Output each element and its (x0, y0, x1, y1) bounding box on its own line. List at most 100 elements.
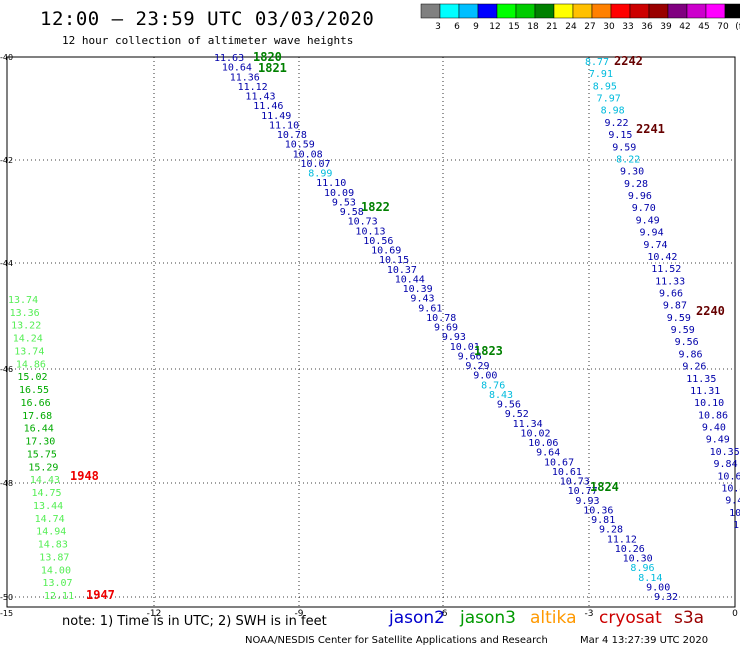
lat-tick-label: -50 (0, 593, 13, 602)
colorbar-label: 70 (717, 22, 729, 32)
jason2-wave-label: 8.14 (638, 573, 662, 584)
jason2-wave-label: 9.40 (702, 423, 726, 434)
jason2-wave-label: 10.45 (721, 483, 740, 494)
legend-jason3: jason3 (460, 608, 516, 628)
jason2-wave-label: 11.52 (651, 264, 681, 275)
jason2-wave-label: 8.22 (616, 154, 640, 165)
jason2-wave-label: 9.64 (536, 448, 560, 459)
jason3-wave-label: 14.75 (31, 488, 61, 499)
jason3-wave-label: 12.11 (44, 591, 74, 602)
colorbar-label: 21 (546, 22, 557, 32)
pass-time-label: 1823 (474, 344, 503, 358)
jason2-wave-label: 9.58 (340, 207, 364, 218)
pass-time-label: 2241 (636, 122, 665, 136)
jason2-wave-label: 10.39 (403, 284, 433, 295)
pass-time-label: 1821 (258, 61, 287, 75)
jason3-wave-label: 14.83 (38, 540, 68, 551)
jason2-wave-label: 9.70 (632, 203, 656, 214)
jason2-wave-label: 11.46 (253, 101, 283, 112)
jason2-wave-label: 10.37 (387, 265, 417, 276)
jason2-wave-label: 11 (733, 520, 740, 531)
jason2-wave-label: 10.02 (520, 428, 550, 439)
lat-tick-label: -46 (0, 365, 13, 374)
jason2-wave-label: 11.10 (316, 178, 346, 189)
jason2-wave-label: 9.56 (675, 337, 699, 348)
jason2-wave-label: 10.69 (371, 246, 401, 257)
jason2-wave-label: 10.26 (615, 544, 645, 555)
jason2-wave-label: 9.00 (473, 371, 497, 382)
page-title: 12:00 – 23:59 UTC 03/03/2020 (40, 8, 375, 30)
jason2-wave-label: 9.81 (591, 515, 615, 526)
jason2-wave-label: 11.63 (214, 53, 244, 64)
jason3-wave-label: 16.55 (19, 385, 49, 396)
colorbar-label: 27 (584, 22, 595, 32)
pass-time-label: 1947 (86, 588, 115, 602)
jason2-wave-label: 8.43 (489, 390, 513, 401)
jason2-wave-label: 10.78 (277, 130, 307, 141)
legend-jason2: jason2 (389, 608, 445, 628)
page-subtitle: 12 hour collection of altimeter wave hei… (62, 34, 354, 47)
jason3-wave-label: 13.22 (11, 321, 41, 332)
jason2-wave-label: 9.00 (646, 582, 670, 593)
colorbar-label: 42 (679, 22, 690, 32)
jason2-wave-label: 9.84 (714, 459, 738, 470)
jason2-wave-label: 10.36 (583, 505, 613, 516)
lon-tick-label: -3 (585, 609, 594, 619)
jason2-wave-label: 8.76 (481, 380, 505, 391)
lat-tick-label: -42 (0, 156, 13, 165)
jason2-wave-label: 9.30 (620, 167, 644, 178)
jason2-wave-label: 8.98 (601, 106, 625, 117)
jason2-wave-label: 7.97 (597, 94, 621, 105)
jason2-wave-label: 9.49 (706, 435, 730, 446)
jason2-wave-label: 10.67 (544, 457, 574, 468)
jason3-wave-label: 14.43 (30, 475, 60, 486)
colorbar-label: 18 (527, 22, 539, 32)
jason3-wave-label: 17.30 (25, 437, 55, 448)
jason2-wave-label: 10.35 (710, 447, 740, 458)
jason2-wave-label: 10.07 (300, 159, 330, 170)
jason3-wave-label: 13.36 (10, 308, 40, 319)
jason3-wave-label: 13.74 (8, 295, 38, 306)
jason2-wave-label: 9.52 (505, 409, 529, 420)
jason2-wave-label: 10.77 (568, 486, 598, 497)
pass-time-label: 1822 (361, 200, 390, 214)
jason2-wave-label: 9.66 (659, 289, 683, 300)
jason2-wave-label: 9.29 (465, 361, 489, 372)
jason2-wave-label: 9.96 (628, 191, 652, 202)
colorbar-label: 24 (565, 22, 577, 32)
jason2-wave-label: 10.15 (379, 255, 409, 266)
pass-time-label: 1824 (590, 480, 619, 494)
jason2-wave-label: 7.91 (589, 69, 613, 80)
jason3-wave-label: 13.74 (14, 346, 44, 357)
footer-credit: NOAA/NESDIS Center for Satellite Applica… (245, 635, 548, 646)
colorbar-label: 3 (435, 22, 441, 32)
colorbar-label: 33 (622, 22, 633, 32)
jason2-wave-label: 9.44 (725, 496, 740, 507)
legend-cryosat: cryosat (599, 608, 662, 628)
corner-label: -15 (0, 609, 13, 618)
jason2-wave-label: 9.74 (643, 240, 667, 251)
jason2-wave-label: 10.09 (324, 188, 354, 199)
jason2-wave-label: 9.66 (458, 351, 482, 362)
colorbar-label: 30 (603, 22, 615, 32)
lon-tick-label: -9 (295, 609, 304, 619)
jason2-wave-label: 9.15 (608, 130, 632, 141)
jason2-wave-label: 10.30 (623, 554, 653, 565)
jason2-wave-label: 10.13 (355, 226, 385, 237)
jason2-wave-label: 9.61 (418, 303, 442, 314)
jason2-wave-label: 11.36 (230, 72, 260, 83)
jason2-wave-label: 9.87 (663, 301, 687, 312)
jason2-wave-label: 9.53 (332, 197, 356, 208)
jason2-wave-label: 9.59 (612, 142, 636, 153)
jason2-wave-label: 10.56 (363, 236, 393, 247)
jason2-wave-label: 10.44 (395, 274, 425, 285)
jason2-wave-label: 11.43 (245, 92, 275, 103)
jason2-wave-label: 9.69 (434, 323, 458, 334)
jason2-wave-label: 9.28 (599, 525, 623, 536)
lon-tick-label: -12 (147, 609, 162, 619)
pass-time-label: 2242 (614, 54, 643, 68)
lon-tick-label: -6 (439, 609, 448, 619)
colorbar-label: 6 (454, 22, 460, 32)
